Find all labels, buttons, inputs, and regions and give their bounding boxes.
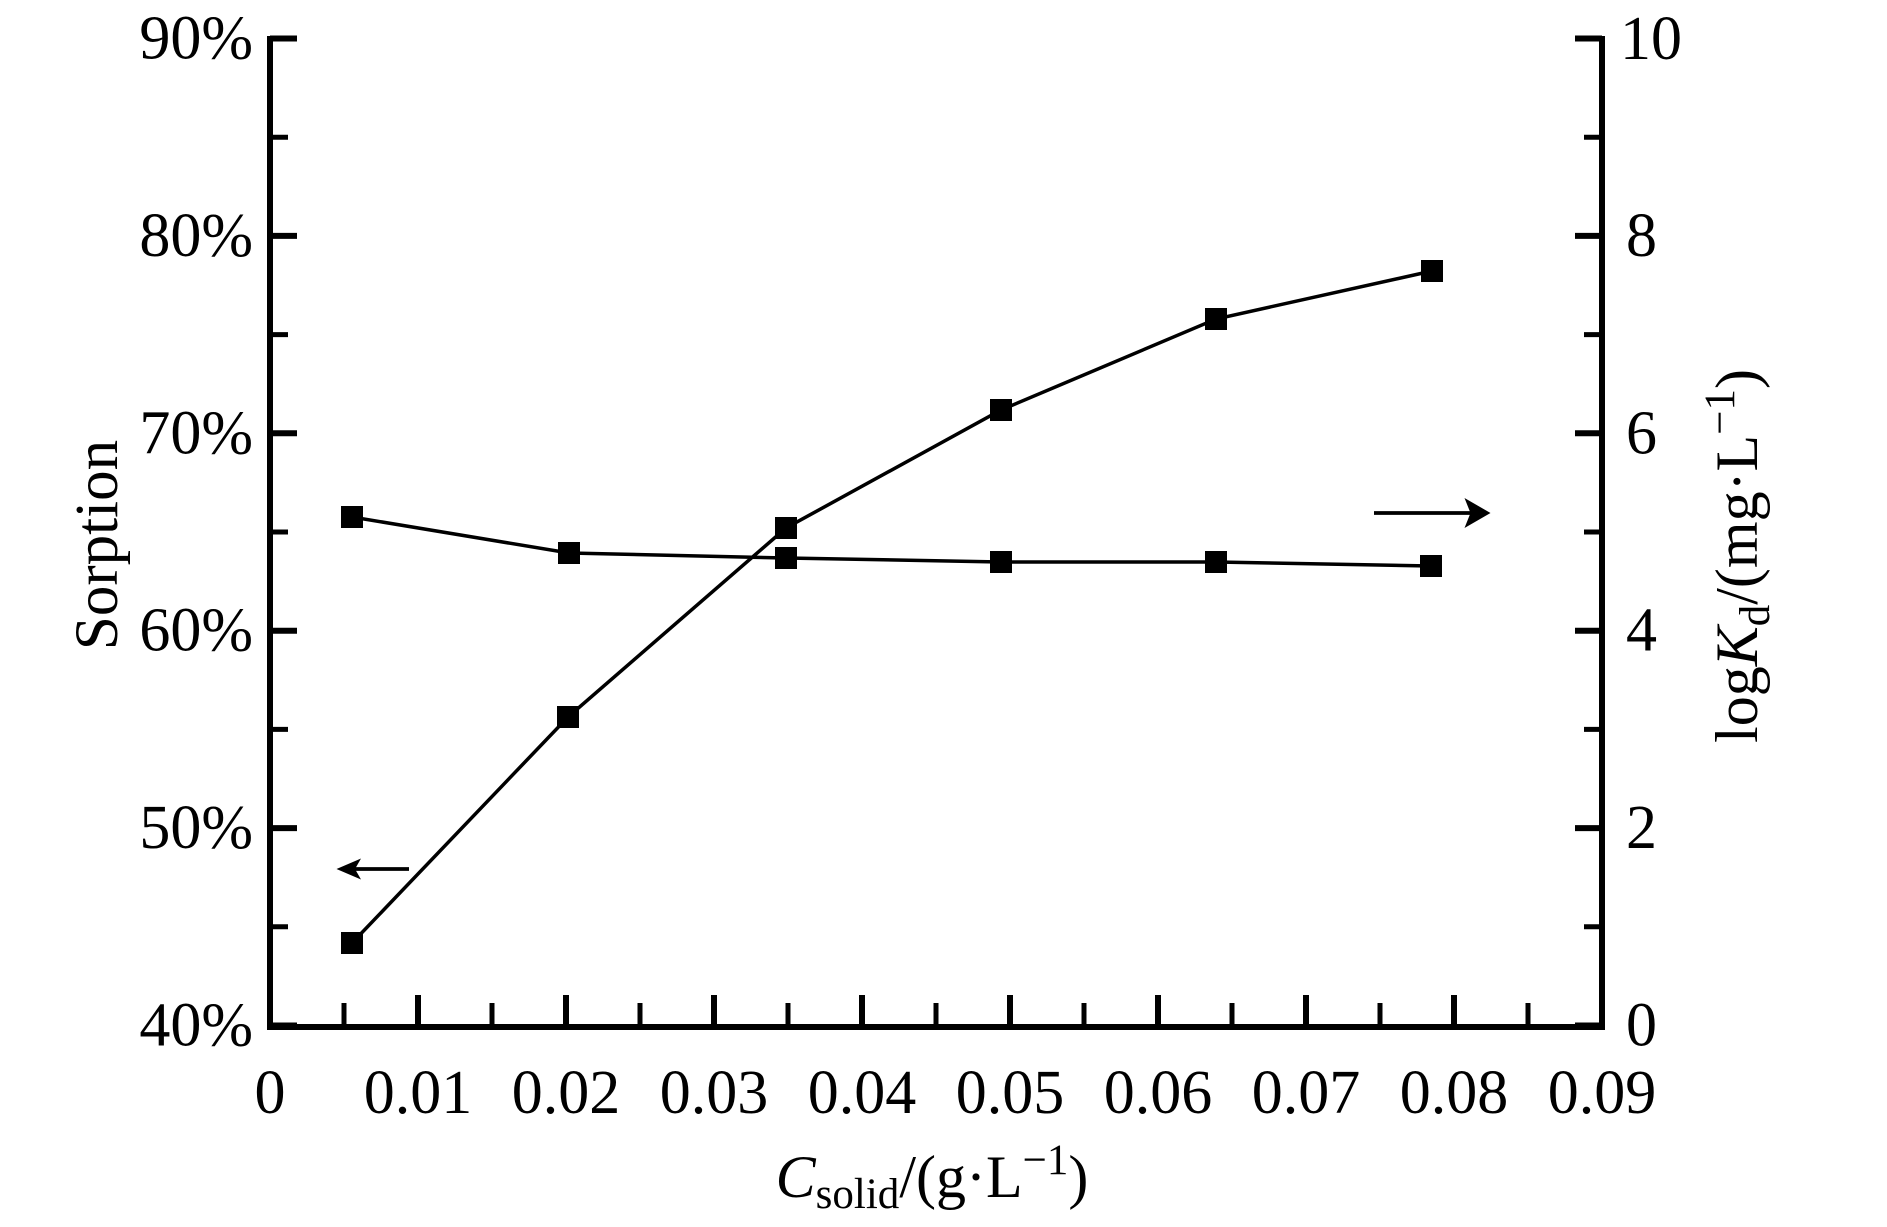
svg-text:0.04: 0.04 (808, 1059, 917, 1127)
svg-text:Sorption: Sorption (64, 440, 131, 650)
svg-text:0.07: 0.07 (1252, 1059, 1361, 1127)
svg-text:Csolid/(g·L−1): Csolid/(g·L−1) (776, 1137, 1089, 1218)
svg-text:0.05: 0.05 (956, 1059, 1065, 1127)
svg-text:0.08: 0.08 (1400, 1059, 1509, 1127)
svg-text:0: 0 (255, 1059, 286, 1127)
svg-text:50%: 50% (139, 794, 253, 862)
svg-text:0.09: 0.09 (1548, 1059, 1657, 1127)
svg-text:0: 0 (1626, 992, 1657, 1060)
svg-text:80%: 80% (139, 202, 253, 270)
svg-text:0.01: 0.01 (364, 1059, 473, 1127)
svg-text:10: 10 (1620, 5, 1682, 73)
svg-text:8: 8 (1626, 202, 1657, 270)
svg-text:0.02: 0.02 (512, 1059, 621, 1127)
svg-text:0.06: 0.06 (1104, 1059, 1213, 1127)
svg-text:40%: 40% (139, 992, 253, 1060)
svg-text:logKd/(mg·L−1): logKd/(mg·L−1) (1697, 369, 1779, 743)
svg-text:70%: 70% (139, 399, 253, 467)
svg-text:60%: 60% (139, 597, 253, 665)
svg-text:4: 4 (1626, 597, 1657, 665)
svg-text:90%: 90% (139, 5, 253, 73)
svg-text:0.03: 0.03 (660, 1059, 769, 1127)
svg-text:2: 2 (1626, 794, 1657, 862)
svg-text:6: 6 (1626, 399, 1657, 467)
